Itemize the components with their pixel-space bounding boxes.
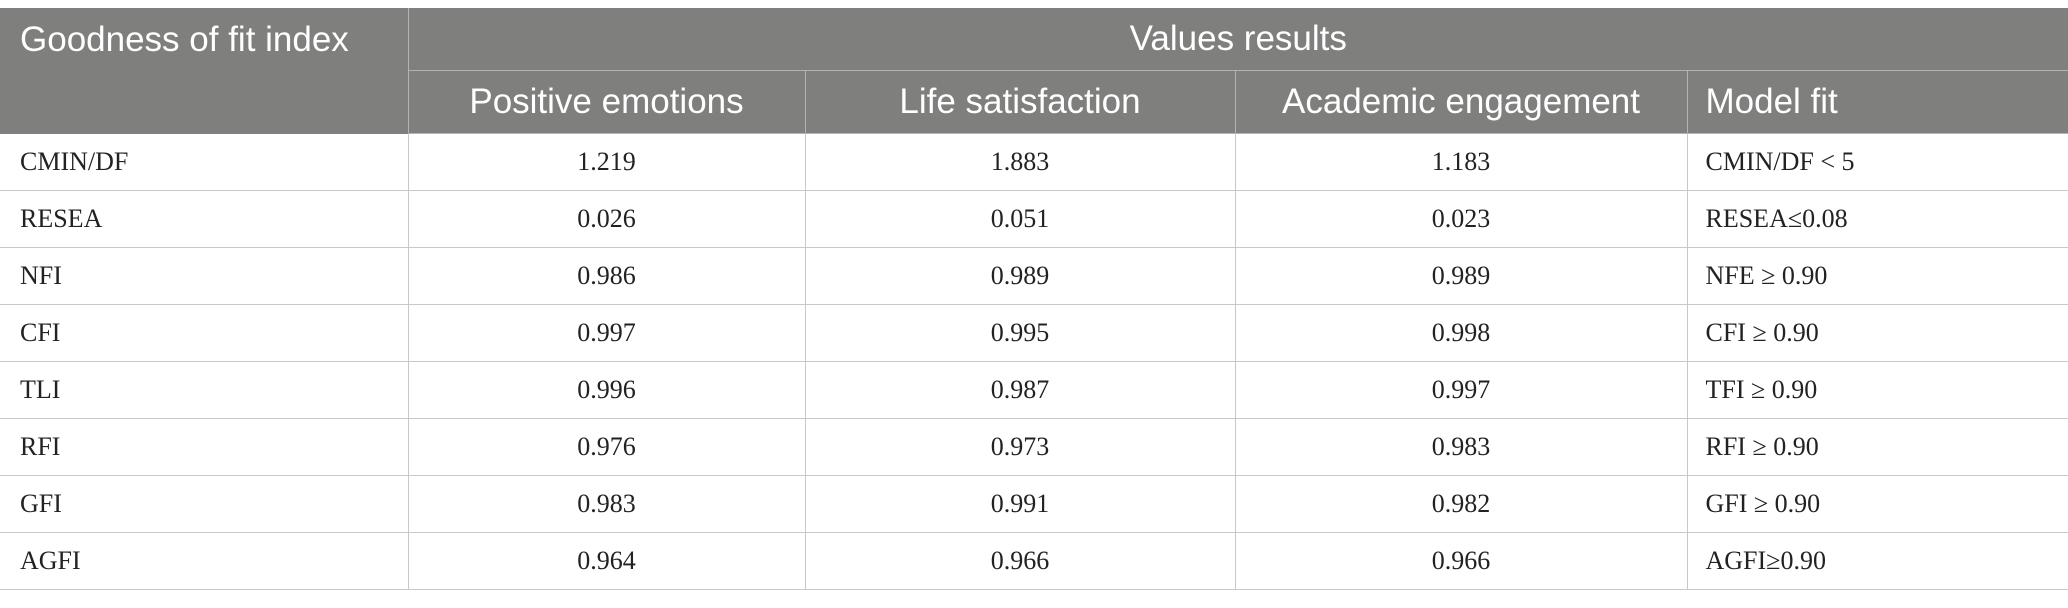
table-row: RFI 0.976 0.973 0.983 RFI ≥ 0.90 xyxy=(0,418,2068,476)
cell-academic-engagement: 0.966 xyxy=(1235,532,1688,590)
cell-index: NFI xyxy=(0,247,409,305)
cell-positive-emotions: 0.996 xyxy=(408,361,806,419)
cell-life-satisfaction: 0.966 xyxy=(805,532,1236,590)
cell-life-satisfaction: 1.883 xyxy=(805,133,1236,191)
table-row: RESEA 0.026 0.051 0.023 RESEA≤0.08 xyxy=(0,190,2068,248)
cell-index: RESEA xyxy=(0,190,409,248)
header-academic-engagement: Academic engagement xyxy=(1235,70,1688,134)
header-values-results: Values results xyxy=(408,8,2068,71)
cell-positive-emotions: 0.976 xyxy=(408,418,806,476)
cell-life-satisfaction: 0.973 xyxy=(805,418,1236,476)
cell-index: TLI xyxy=(0,361,409,419)
header-model-fit: Model fit xyxy=(1687,70,2068,134)
cell-index: AGFI xyxy=(0,532,409,590)
table-row: GFI 0.983 0.991 0.982 GFI ≥ 0.90 xyxy=(0,475,2068,533)
cell-model-fit: GFI ≥ 0.90 xyxy=(1687,475,2068,533)
cell-positive-emotions: 0.964 xyxy=(408,532,806,590)
cell-positive-emotions: 0.983 xyxy=(408,475,806,533)
cell-model-fit: RESEA≤0.08 xyxy=(1687,190,2068,248)
cell-index: CMIN/DF xyxy=(0,133,409,191)
cell-index: CFI xyxy=(0,304,409,362)
header-positive-emotions: Positive emotions xyxy=(408,70,806,134)
cell-life-satisfaction: 0.051 xyxy=(805,190,1236,248)
cell-life-satisfaction: 0.995 xyxy=(805,304,1236,362)
header-goodness-of-fit-index: Goodness of fit index xyxy=(0,8,409,134)
cell-index: RFI xyxy=(0,418,409,476)
cell-academic-engagement: 0.983 xyxy=(1235,418,1688,476)
cell-positive-emotions: 0.986 xyxy=(408,247,806,305)
cell-model-fit: CFI ≥ 0.90 xyxy=(1687,304,2068,362)
table-row: TLI 0.996 0.987 0.997 TFI ≥ 0.90 xyxy=(0,361,2068,419)
cell-academic-engagement: 0.023 xyxy=(1235,190,1688,248)
cell-model-fit: RFI ≥ 0.90 xyxy=(1687,418,2068,476)
header-row-top: Goodness of fit index Values results xyxy=(0,8,2068,134)
cell-positive-emotions: 1.219 xyxy=(408,133,806,191)
cell-academic-engagement: 0.997 xyxy=(1235,361,1688,419)
cell-academic-engagement: 0.998 xyxy=(1235,304,1688,362)
cell-academic-engagement: 1.183 xyxy=(1235,133,1688,191)
table-row: AGFI 0.964 0.966 0.966 AGFI≥0.90 xyxy=(0,532,2068,590)
cell-model-fit: TFI ≥ 0.90 xyxy=(1687,361,2068,419)
cell-index: GFI xyxy=(0,475,409,533)
cell-model-fit: AGFI≥0.90 xyxy=(1687,532,2068,590)
table-row: CMIN/DF 1.219 1.883 1.183 CMIN/DF < 5 xyxy=(0,133,2068,191)
table-header: Goodness of fit index Values results Pos… xyxy=(0,8,2068,134)
cell-life-satisfaction: 0.987 xyxy=(805,361,1236,419)
cell-model-fit: CMIN/DF < 5 xyxy=(1687,133,2068,191)
cell-model-fit: NFE ≥ 0.90 xyxy=(1687,247,2068,305)
table-row: CFI 0.997 0.995 0.998 CFI ≥ 0.90 xyxy=(0,304,2068,362)
table-body: CMIN/DF 1.219 1.883 1.183 CMIN/DF < 5 RE… xyxy=(0,133,2068,590)
cell-life-satisfaction: 0.989 xyxy=(805,247,1236,305)
cell-positive-emotions: 0.026 xyxy=(408,190,806,248)
fit-index-table: Goodness of fit index Values results Pos… xyxy=(0,8,2068,590)
cell-life-satisfaction: 0.991 xyxy=(805,475,1236,533)
cell-academic-engagement: 0.989 xyxy=(1235,247,1688,305)
table-row: NFI 0.986 0.989 0.989 NFE ≥ 0.90 xyxy=(0,247,2068,305)
cell-academic-engagement: 0.982 xyxy=(1235,475,1688,533)
fit-index-table-container: Goodness of fit index Values results Pos… xyxy=(0,8,2068,590)
cell-positive-emotions: 0.997 xyxy=(408,304,806,362)
header-life-satisfaction: Life satisfaction xyxy=(805,70,1236,134)
header-row-sub: Positive emotions Life satisfaction Acad… xyxy=(0,70,2068,134)
